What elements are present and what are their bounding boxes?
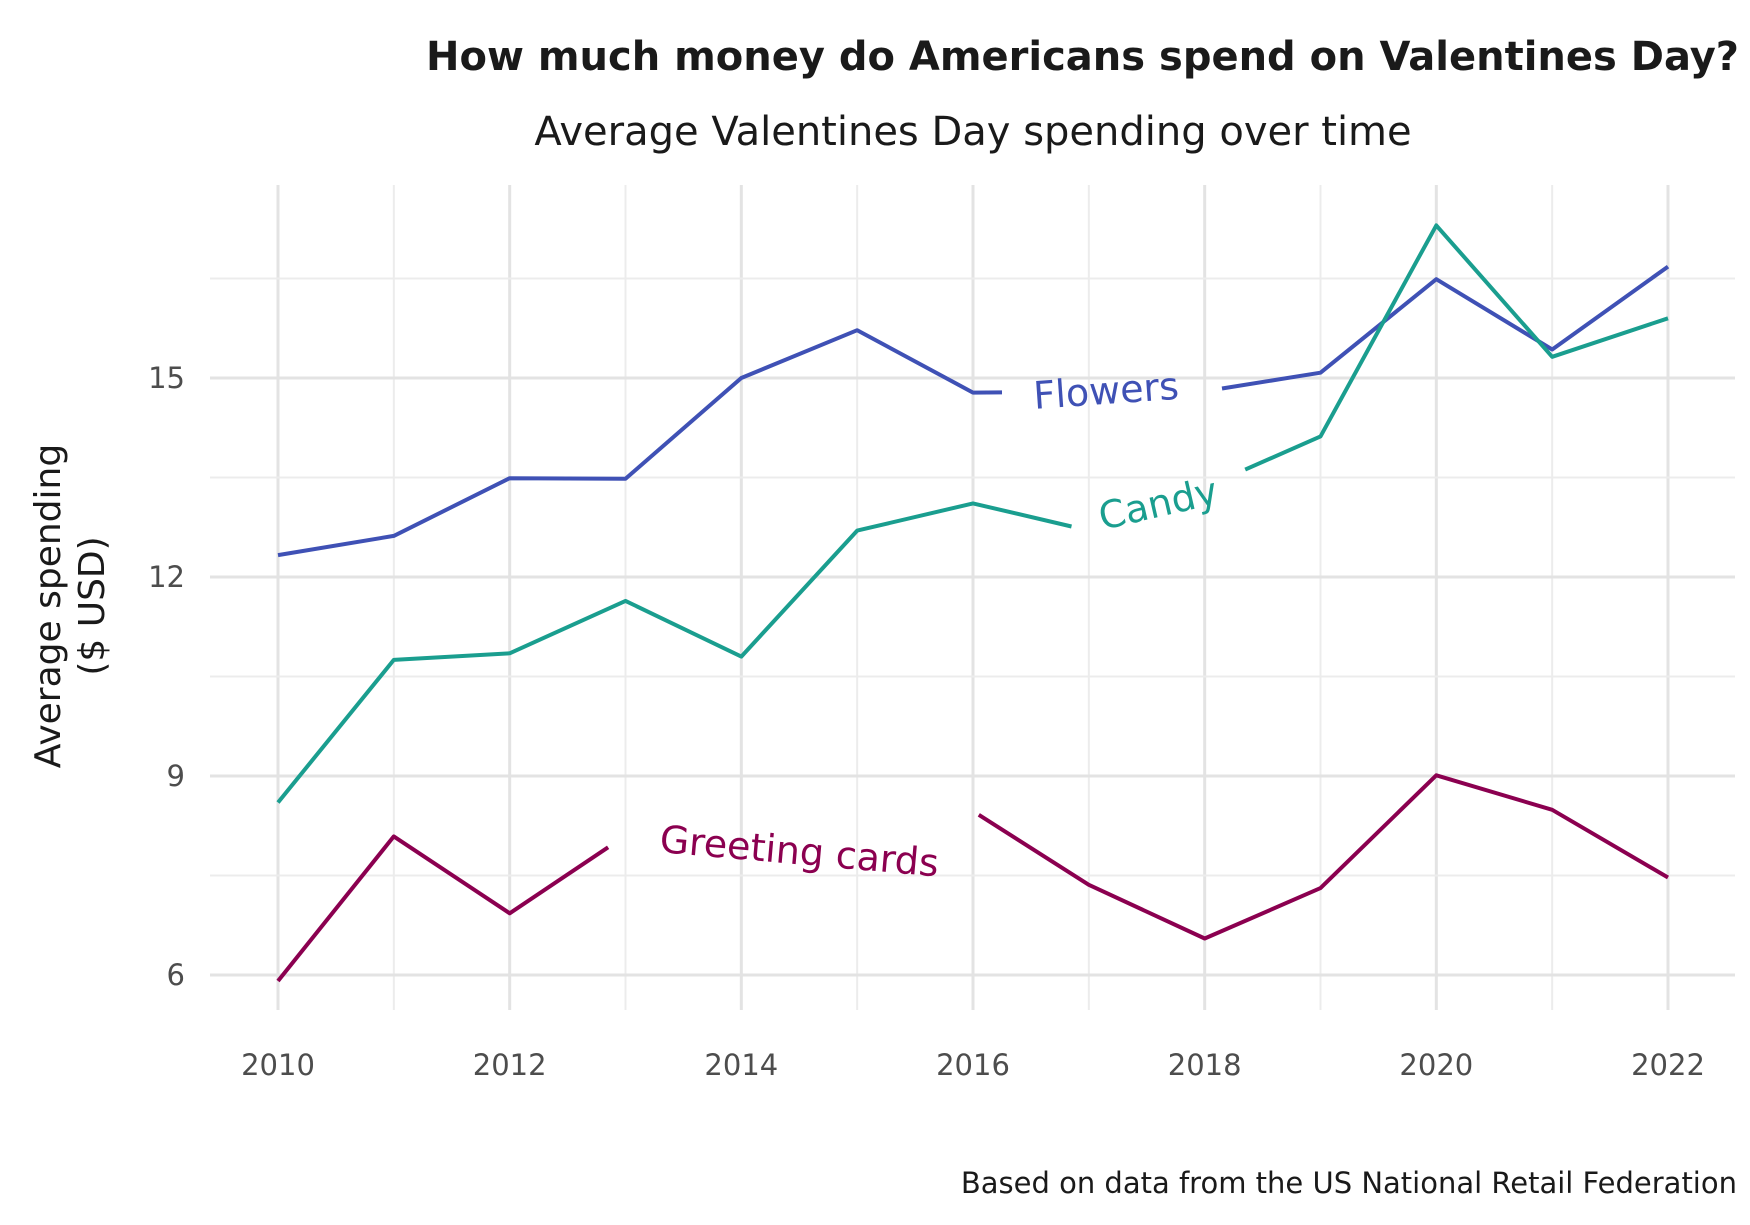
x-tick-label: 2022 (1631, 1048, 1705, 1082)
x-tick-label: 2014 (704, 1048, 778, 1082)
y-axis-label: Average spending($ USD) (28, 444, 113, 768)
x-tick-label: 2020 (1399, 1048, 1473, 1082)
x-tick-label: 2018 (1168, 1048, 1242, 1082)
series-line-candy (276, 501, 1072, 804)
series-label-candy: Candy (1094, 469, 1221, 539)
x-tick-label: 2012 (473, 1048, 547, 1082)
series-lines (276, 223, 1670, 983)
chart-title: How much money do Americans spend on Val… (426, 34, 1739, 80)
chart-caption: Based on data from the US National Retai… (961, 1166, 1737, 1200)
series-line-greeting-cards (977, 773, 1670, 941)
series-label-flowers: Flowers (1032, 364, 1180, 418)
x-axis-ticks: 2010 2012 2014 2016 2018 2020 2022 (241, 1048, 1705, 1082)
gridlines (210, 185, 1735, 1010)
y-tick-label: 9 (167, 759, 185, 793)
x-tick-label: 2016 (936, 1048, 1010, 1082)
chart-subtitle: Average Valentines Day spending over tim… (534, 109, 1411, 155)
y-tick-label: 15 (148, 361, 185, 395)
y-axis-ticks: 6 9 12 15 (148, 361, 185, 992)
series-line-greeting-cards (276, 834, 610, 983)
y-axis-label-line: ($ USD) (72, 536, 113, 675)
y-tick-label: 12 (148, 560, 185, 594)
series-line-flowers (1221, 264, 1670, 391)
series-line-candy (1244, 223, 1669, 472)
y-tick-label: 6 (167, 958, 185, 992)
y-axis-label-line: Average spending (28, 444, 69, 768)
series-line-flowers (277, 328, 1003, 558)
x-tick-label: 2010 (241, 1048, 315, 1082)
